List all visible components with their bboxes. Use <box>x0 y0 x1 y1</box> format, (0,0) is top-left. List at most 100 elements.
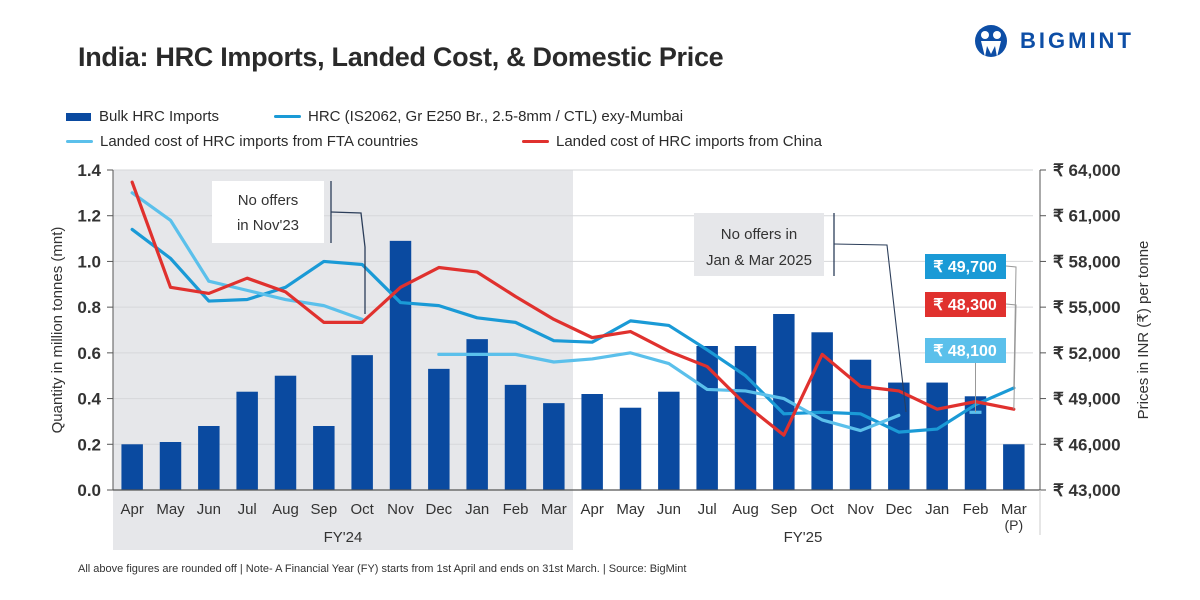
bar-bulk-imports <box>504 384 527 490</box>
x-tick-label: Sep <box>310 501 337 518</box>
value-label-box <box>925 338 1006 363</box>
annotation-text: Jan & Mar 2025 <box>706 252 812 269</box>
value-label-text: ₹ 49,700 <box>933 259 997 276</box>
x-tick-label: Nov <box>387 501 414 518</box>
x-tick-label: Nov <box>847 501 874 518</box>
legend-label: Bulk HRC Imports <box>99 108 220 125</box>
legend-label: Landed cost of HRC imports from China <box>556 133 822 150</box>
brand-logo: BIGMINT <box>972 24 1134 58</box>
bar-bulk-imports <box>581 394 603 490</box>
annotation-leader-line <box>833 243 907 413</box>
bar-bulk-imports <box>389 240 412 490</box>
line-series-2 <box>437 351 901 433</box>
legend-label: HRC (IS2062, Gr E250 Br., 2.5-8mm / CTL)… <box>308 108 684 125</box>
legend-label: Landed cost of HRC imports from FTA coun… <box>100 133 419 150</box>
x-tick-label: Mar <box>541 501 567 518</box>
y-tick-label-left: 1.0 <box>77 252 101 271</box>
y-tick-label-left: 0.2 <box>77 435 101 454</box>
bar-bulk-imports <box>773 314 795 490</box>
chart-title: India: HRC Imports, Landed Cost, & Domes… <box>78 42 724 72</box>
bar-bulk-imports <box>658 391 680 490</box>
y-axis-title-left: Quantity in million tonnes (mnt) <box>49 227 66 434</box>
line-series-2 <box>130 191 364 321</box>
x-tick-label: Jan <box>465 501 489 518</box>
bar-bulk-imports <box>159 442 182 490</box>
bar-bulk-imports <box>926 382 948 490</box>
line-series-3 <box>130 180 1016 437</box>
x-tick-label: Oct <box>350 501 374 518</box>
chart-legend: Bulk HRC Imports HRC (IS2062, Gr E250 Br… <box>66 104 822 154</box>
x-tick-label: Apr <box>120 501 143 518</box>
x-tick-label: Aug <box>732 501 759 518</box>
bar-bulk-imports <box>543 403 565 490</box>
y-tick-label-left: 1.4 <box>77 161 101 180</box>
y-axis-title-right: Prices in INR (₹) per tonne <box>1135 241 1152 420</box>
legend-swatch-bar <box>66 112 91 121</box>
legend-item-fta: Landed cost of HRC imports from FTA coun… <box>66 133 522 150</box>
y-tick-label-right: ₹ 52,000 <box>1053 344 1121 363</box>
legend-item-china: Landed cost of HRC imports from China <box>522 133 822 150</box>
y-tick-label-right: ₹ 64,000 <box>1053 161 1121 180</box>
bar-bulk-imports <box>849 359 872 490</box>
bar-bulk-imports <box>313 426 335 490</box>
bar-bulk-imports <box>274 375 297 490</box>
bar-bulk-imports <box>428 368 450 490</box>
fy-shaded-region <box>113 170 573 550</box>
value-label-leader <box>1005 303 1017 410</box>
value-label-text: ₹ 48,300 <box>933 297 997 314</box>
y-tick-label-left: 0.4 <box>77 390 101 409</box>
annotation-box-jan-mar-2025 <box>694 213 824 276</box>
legend-item-bulk-imports: Bulk HRC Imports <box>66 108 274 125</box>
y-tick-label-right: ₹ 58,000 <box>1053 252 1121 271</box>
x-tick-label: Jul <box>698 501 717 518</box>
y-tick-label-right: ₹ 49,000 <box>1053 390 1121 409</box>
bar-bulk-imports <box>964 396 987 490</box>
bar-bulk-imports <box>121 444 143 490</box>
bar-bulk-imports <box>734 346 757 490</box>
x-tick-label: Feb <box>963 501 989 518</box>
y-tick-label-left: 0.6 <box>77 344 101 363</box>
bar-bulk-imports <box>236 391 258 490</box>
legend-swatch-line <box>66 140 93 143</box>
bar-bulk-imports <box>888 382 910 490</box>
annotation-text: in Nov'23 <box>237 217 299 234</box>
legend-item-domestic-hrc: HRC (IS2062, Gr E250 Br., 2.5-8mm / CTL)… <box>274 108 683 125</box>
value-label-text: ₹ 48,100 <box>933 343 997 360</box>
x-tick-label: May <box>156 501 185 518</box>
value-label-box <box>925 254 1006 279</box>
x-tick-label: Jun <box>197 501 221 518</box>
annotation-box-nov23 <box>212 181 324 243</box>
y-tick-label-left: 1.2 <box>77 207 101 226</box>
bar-bulk-imports <box>466 339 488 490</box>
y-tick-label-right: ₹ 61,000 <box>1053 207 1121 226</box>
x-tick-label: Jul <box>238 501 257 518</box>
x-tick-label: Oct <box>810 501 834 518</box>
annotation-leader-line <box>330 211 366 314</box>
fy-group-label: FY'24 <box>324 529 363 546</box>
fy-group-label: FY'25 <box>784 529 823 546</box>
legend-swatch-line <box>274 115 301 118</box>
x-tick-label: Jan <box>925 501 949 518</box>
annotation-text: No offers in <box>721 226 797 243</box>
bigmint-logo-icon <box>975 25 1007 57</box>
x-tick-label-suffix: (P) <box>1004 517 1023 533</box>
y-tick-label-left: 0.8 <box>77 298 101 317</box>
x-tick-label: May <box>616 501 645 518</box>
x-tick-label: Feb <box>503 501 529 518</box>
x-tick-label: Mar <box>1001 501 1027 518</box>
bar-bulk-imports <box>696 346 718 490</box>
value-label-box <box>925 292 1006 317</box>
bar-bulk-imports <box>1003 444 1025 490</box>
y-tick-label-right: ₹ 46,000 <box>1053 435 1121 454</box>
bar-bulk-imports <box>351 355 373 490</box>
x-tick-label: Sep <box>770 501 797 518</box>
y-tick-label-right: ₹ 55,000 <box>1053 298 1121 317</box>
logo-text: BIGMINT <box>1020 28 1134 53</box>
x-tick-label: Apr <box>580 501 603 518</box>
bar-bulk-imports <box>619 407 642 490</box>
footnote: All above figures are rounded off | Note… <box>78 563 687 575</box>
legend-swatch-line <box>522 140 549 143</box>
y-tick-label-left: 0.0 <box>77 481 101 500</box>
x-tick-label: Dec <box>425 501 452 518</box>
